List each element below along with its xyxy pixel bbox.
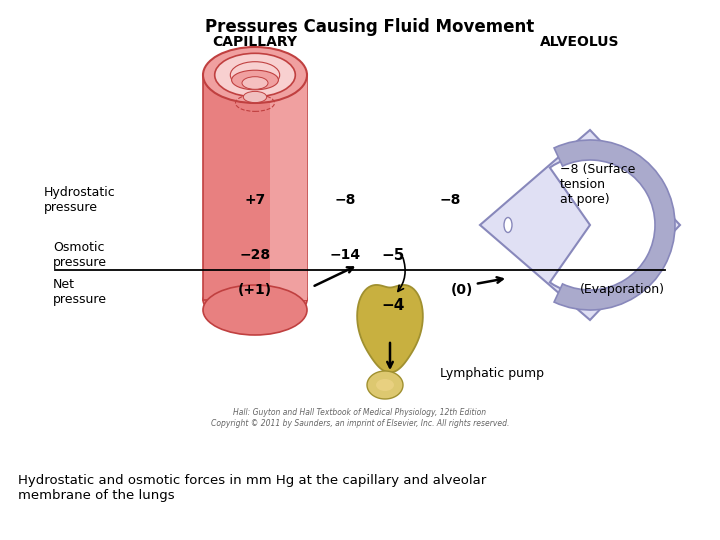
Text: −8: −8 bbox=[439, 193, 461, 207]
Text: −14: −14 bbox=[330, 248, 361, 262]
Text: (+1): (+1) bbox=[238, 283, 272, 297]
Polygon shape bbox=[203, 75, 307, 300]
Text: (0): (0) bbox=[451, 283, 473, 297]
Ellipse shape bbox=[243, 91, 266, 103]
Ellipse shape bbox=[504, 218, 512, 233]
Text: Hydrostatic
pressure: Hydrostatic pressure bbox=[44, 186, 116, 214]
Text: (Evaporation): (Evaporation) bbox=[580, 284, 665, 296]
Polygon shape bbox=[357, 285, 423, 373]
Ellipse shape bbox=[215, 53, 295, 97]
Ellipse shape bbox=[376, 379, 394, 391]
Polygon shape bbox=[480, 130, 680, 320]
Ellipse shape bbox=[230, 62, 279, 89]
Wedge shape bbox=[554, 140, 675, 310]
Text: Lymphatic pump: Lymphatic pump bbox=[440, 367, 544, 380]
Text: Pressures Causing Fluid Movement: Pressures Causing Fluid Movement bbox=[205, 18, 535, 36]
Polygon shape bbox=[270, 75, 307, 300]
Text: −8 (Surface
tension
at pore): −8 (Surface tension at pore) bbox=[560, 164, 635, 206]
Ellipse shape bbox=[203, 47, 307, 103]
Ellipse shape bbox=[232, 70, 279, 90]
Text: −4: −4 bbox=[382, 298, 405, 313]
Wedge shape bbox=[550, 155, 660, 295]
Text: Net
pressure: Net pressure bbox=[53, 278, 107, 306]
Text: −5: −5 bbox=[382, 247, 405, 262]
Text: ALVEOLUS: ALVEOLUS bbox=[540, 35, 620, 49]
Text: Hall: Guyton and Hall Textbook of Medical Physiology, 12th Edition
Copyright © 2: Hall: Guyton and Hall Textbook of Medica… bbox=[211, 408, 509, 428]
Text: +7: +7 bbox=[244, 193, 266, 207]
Text: CAPILLARY: CAPILLARY bbox=[212, 35, 297, 49]
Text: −8: −8 bbox=[334, 193, 356, 207]
Text: −28: −28 bbox=[240, 248, 271, 262]
Text: Hydrostatic and osmotic forces in mm Hg at the capillary and alveolar
membrane o: Hydrostatic and osmotic forces in mm Hg … bbox=[18, 474, 486, 502]
Ellipse shape bbox=[203, 280, 307, 320]
Text: Osmotic
pressure: Osmotic pressure bbox=[53, 241, 107, 269]
Polygon shape bbox=[367, 371, 403, 399]
Ellipse shape bbox=[203, 285, 307, 335]
Ellipse shape bbox=[242, 77, 268, 89]
